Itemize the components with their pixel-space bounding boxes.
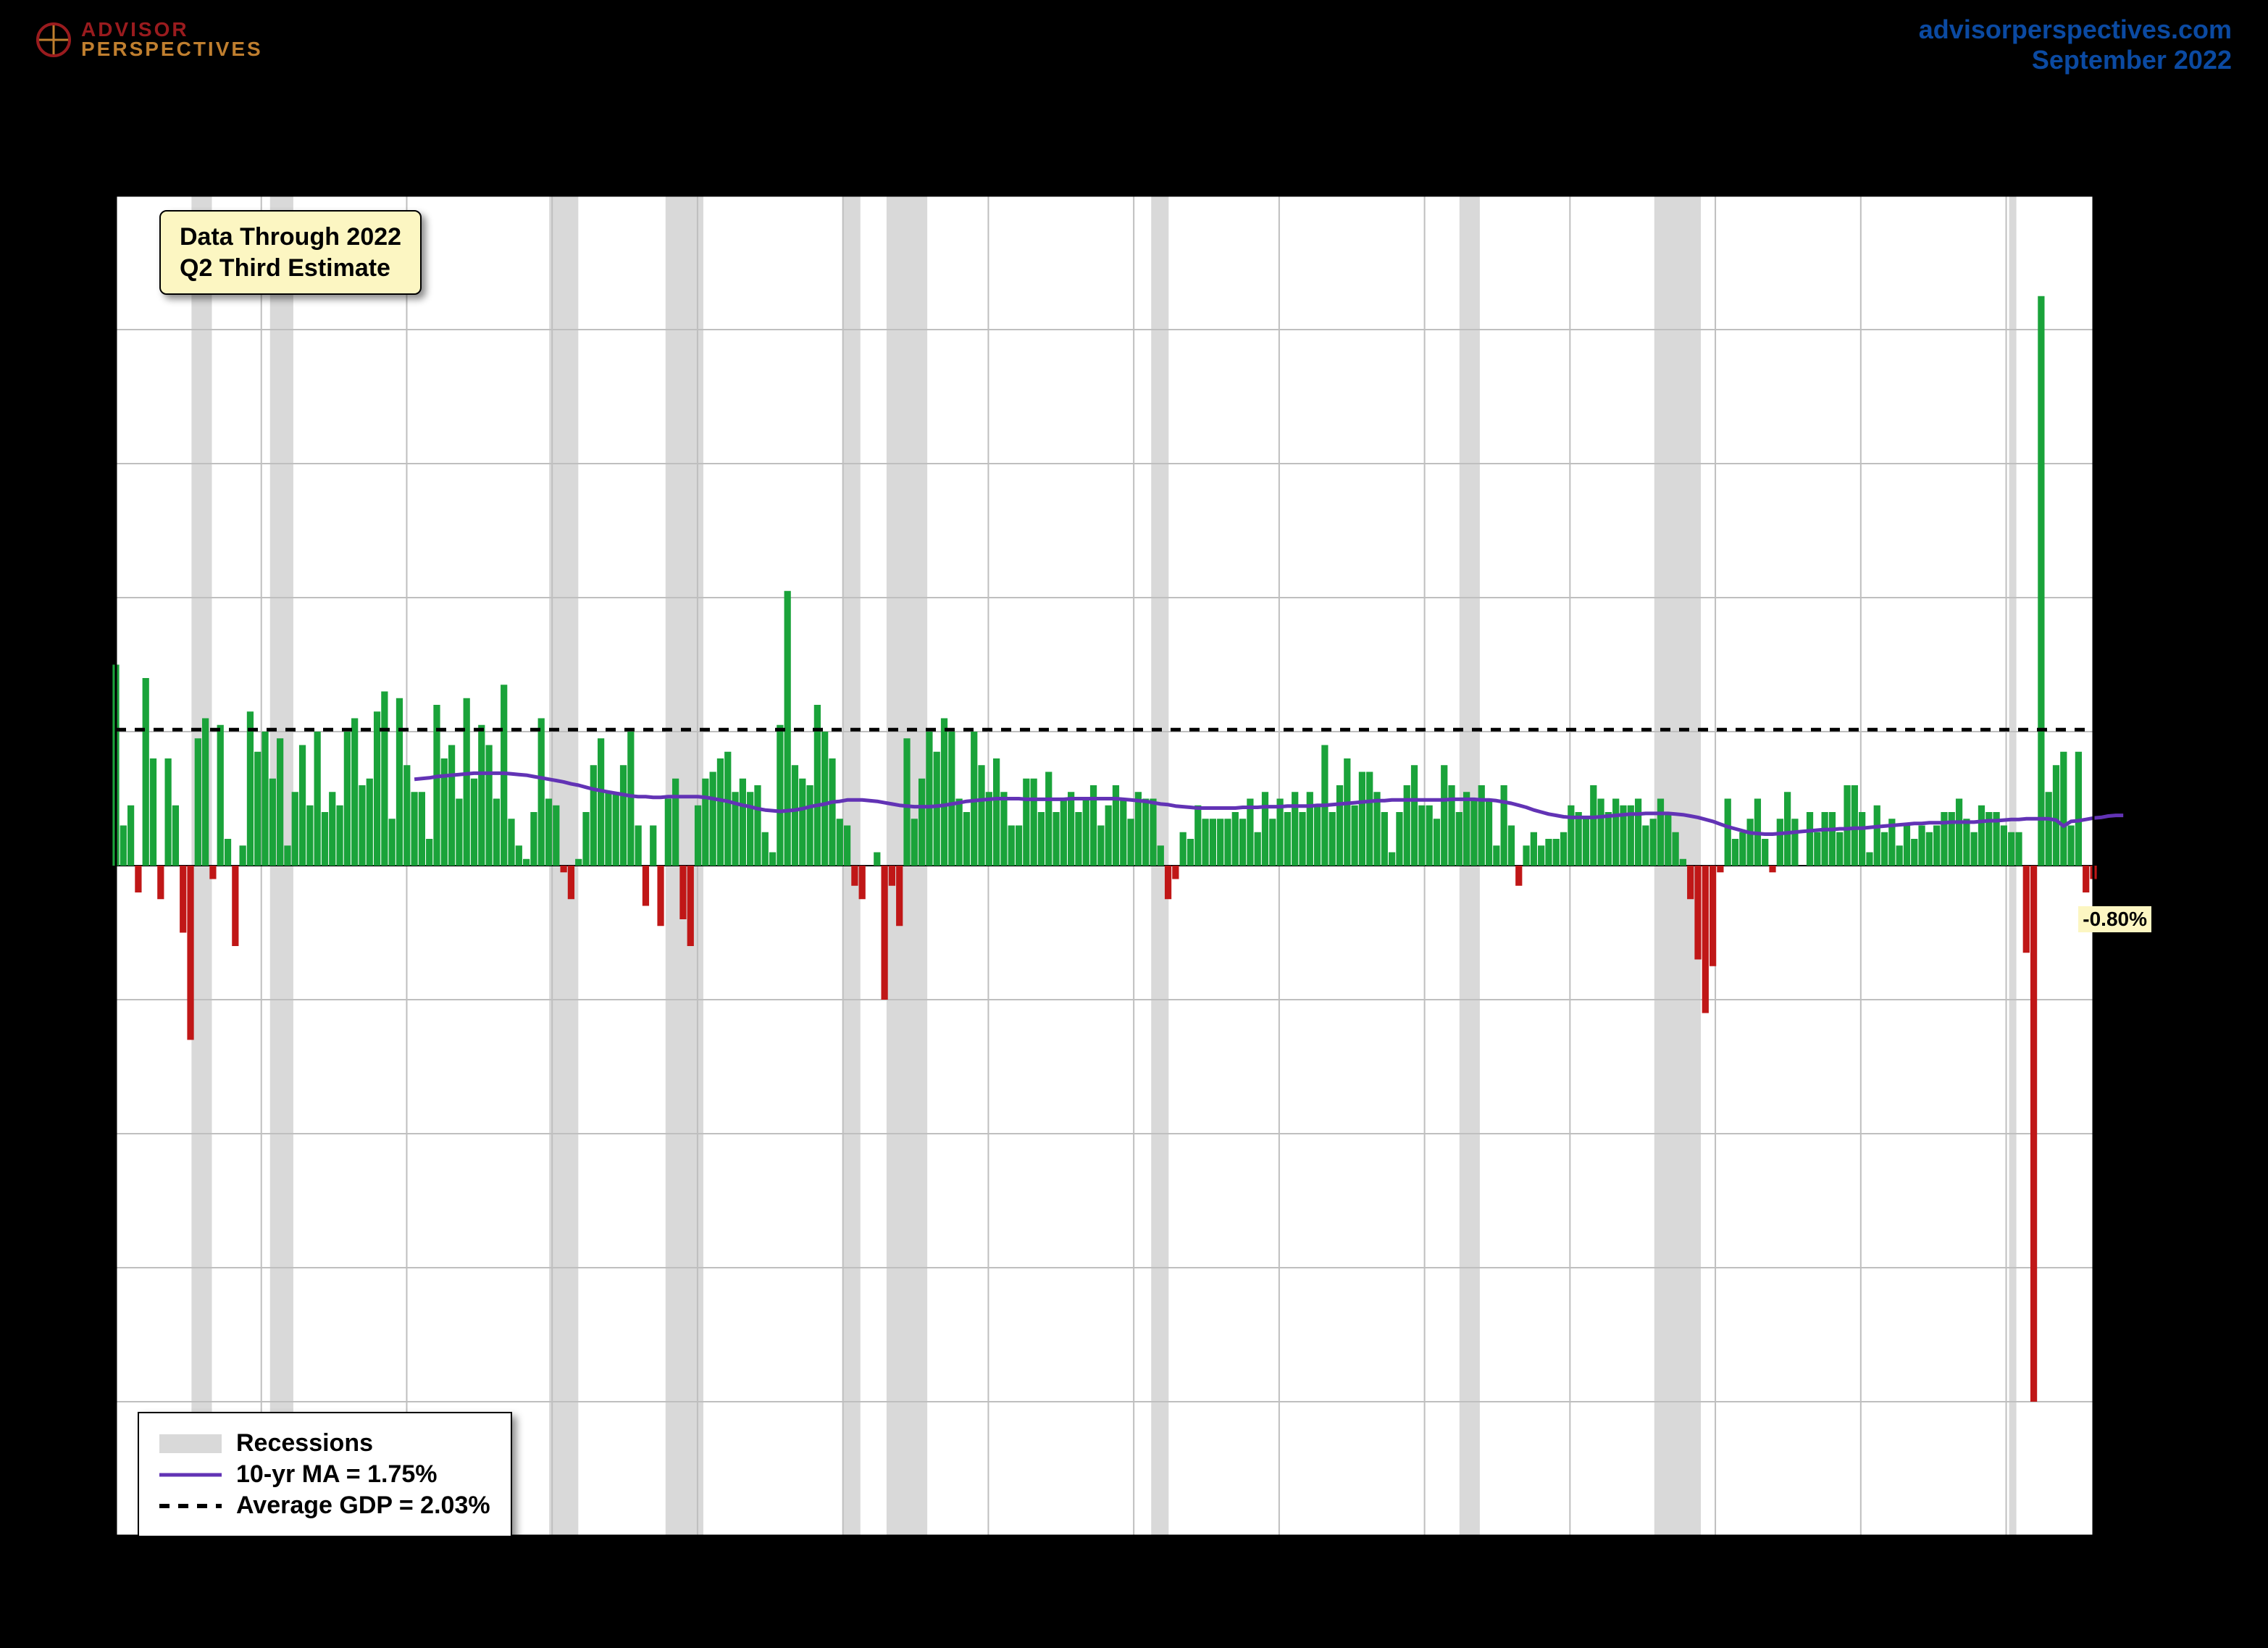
header-right: advisorperspectives.com September 2022 xyxy=(1919,14,2232,75)
legend-recessions: Recessions xyxy=(159,1429,490,1457)
data-through-annotation: Data Through 2022 Q2 Third Estimate xyxy=(159,210,422,295)
logo-text: ADVISOR PERSPECTIVES xyxy=(81,20,263,59)
logo: ADVISOR PERSPECTIVES xyxy=(36,20,263,59)
plot-area: Data Through 2022 Q2 Third Estimate Rece… xyxy=(109,188,2151,1543)
legend: Recessions 10-yr MA = 1.75% Average GDP … xyxy=(138,1412,512,1537)
gdp-chart xyxy=(109,188,2151,1543)
compass-icon xyxy=(36,22,71,57)
last-value-label: -0.80% xyxy=(2078,906,2151,932)
logo-line1: ADVISOR xyxy=(81,20,263,40)
site-url: advisorperspectives.com xyxy=(1919,14,2232,45)
annotation-line1: Data Through 2022 xyxy=(180,222,401,253)
legend-ma-label: 10-yr MA = 1.75% xyxy=(236,1460,438,1489)
ma-line-swatch-icon xyxy=(159,1465,222,1484)
avg-line-swatch-icon xyxy=(159,1504,222,1508)
legend-recessions-label: Recessions xyxy=(236,1429,373,1457)
legend-moving-average: 10-yr MA = 1.75% xyxy=(159,1460,490,1489)
publish-date: September 2022 xyxy=(1919,45,2232,75)
legend-avg-label: Average GDP = 2.03% xyxy=(236,1492,490,1520)
chart-frame: ADVISOR PERSPECTIVES advisorperspectives… xyxy=(0,0,2268,1648)
recession-swatch-icon xyxy=(159,1434,222,1453)
logo-line2: PERSPECTIVES xyxy=(81,40,263,59)
annotation-line2: Q2 Third Estimate xyxy=(180,253,401,284)
legend-average-gdp: Average GDP = 2.03% xyxy=(159,1492,490,1520)
header: ADVISOR PERSPECTIVES advisorperspectives… xyxy=(0,0,2268,101)
